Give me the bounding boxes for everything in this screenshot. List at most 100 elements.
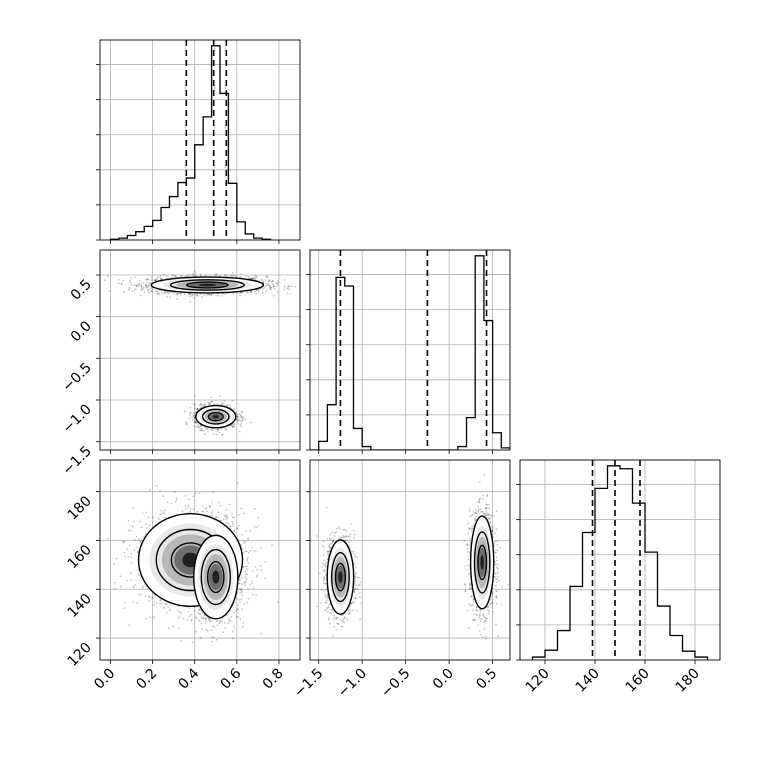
scatter-point [187, 273, 190, 276]
scatter-point [233, 611, 235, 614]
scatter-point [196, 408, 199, 411]
scatter-point [219, 519, 222, 522]
scatter-point [179, 611, 181, 613]
scatter-point [179, 292, 182, 295]
scatter-point [169, 604, 172, 606]
scatter-point [193, 425, 196, 428]
scatter-point [251, 570, 254, 572]
scatter-point [218, 394, 221, 397]
scatter-point [193, 270, 196, 273]
scatter-point [272, 279, 274, 282]
scatter-point [283, 279, 286, 281]
scatter-point [237, 418, 240, 421]
scatter-point [134, 584, 137, 586]
scatter-point [189, 411, 192, 414]
scatter-point [264, 577, 266, 580]
scatter-point [272, 285, 275, 288]
scatter-point [276, 601, 279, 603]
scatter-point [192, 508, 195, 510]
scatter-point [272, 285, 275, 288]
scatter-point [234, 275, 237, 277]
scatter-point [162, 495, 165, 497]
scatter-point [133, 549, 136, 551]
scatter-point [198, 404, 201, 406]
scatter-point [237, 415, 239, 418]
scatter-point [159, 602, 162, 605]
scatter-point [203, 433, 206, 436]
scatter-point [199, 403, 202, 406]
scatter-point [208, 294, 211, 296]
scatter-point [255, 276, 258, 279]
scatter-point [261, 279, 263, 282]
scatter-point [168, 627, 170, 629]
scatter-point [243, 512, 245, 515]
scatter-point [254, 550, 257, 552]
scatter-point [242, 419, 244, 421]
scatter-point [147, 291, 150, 294]
scatter-point [240, 425, 242, 428]
scatter-point [270, 280, 273, 283]
scatter-point [106, 275, 109, 278]
scatter-point [184, 420, 187, 423]
scatter-point [240, 422, 243, 425]
scatter-point [123, 540, 126, 543]
scatter-point [208, 293, 211, 296]
scatter-point [198, 613, 201, 616]
scatter-point [194, 404, 196, 407]
scatter-point [120, 283, 123, 285]
scatter-point [129, 279, 132, 282]
scatter-point [133, 284, 136, 287]
scatter-point [246, 565, 248, 568]
scatter-point [165, 603, 168, 606]
scatter-point [130, 556, 133, 559]
scatter-point [231, 399, 234, 402]
scatter-point [170, 502, 173, 505]
scatter-point [145, 523, 148, 525]
scatter-point [194, 274, 197, 277]
scatter-point [129, 281, 132, 284]
scatter-point [149, 282, 152, 285]
scatter-point [286, 292, 289, 295]
scatter-point [157, 517, 160, 520]
scatter-point [122, 279, 125, 282]
scatter-point [124, 602, 127, 604]
scatter-point [194, 492, 197, 495]
scatter-point [267, 280, 270, 283]
scatter-point [195, 421, 197, 423]
scatter-point [242, 540, 245, 543]
scatter-point [153, 601, 156, 604]
scatter-point [198, 425, 201, 428]
scatter-point [269, 286, 271, 289]
scatter-point [183, 410, 186, 413]
scatter-point [175, 497, 178, 499]
scatter-point [224, 274, 226, 276]
scatter-point [238, 419, 241, 422]
scatter-point [259, 632, 262, 635]
scatter-point [210, 400, 213, 403]
scatter-point [128, 286, 131, 289]
scatter-point [159, 599, 162, 602]
scatter-point [210, 501, 213, 504]
scatter-point [174, 274, 177, 277]
scatter-point [240, 292, 242, 294]
scatter-point [128, 544, 131, 547]
scatter-point [218, 622, 221, 624]
scatter-point [186, 618, 189, 621]
scatter-point [209, 620, 211, 623]
scatter-point [176, 498, 178, 501]
scatter-point [254, 507, 256, 510]
scatter-point [232, 425, 235, 428]
scatter-point [155, 290, 158, 293]
scatter-point [201, 510, 204, 513]
scatter-point [147, 281, 150, 284]
scatter-point [239, 420, 242, 423]
scatter-point [179, 292, 182, 295]
scatter-point [142, 286, 145, 289]
scatter-point [221, 434, 224, 436]
scatter-point [223, 515, 226, 518]
scatter-point [121, 283, 123, 285]
scatter-point [247, 291, 250, 294]
scatter-point [148, 524, 151, 527]
scatter-point [265, 284, 268, 287]
scatter-point [174, 490, 177, 493]
